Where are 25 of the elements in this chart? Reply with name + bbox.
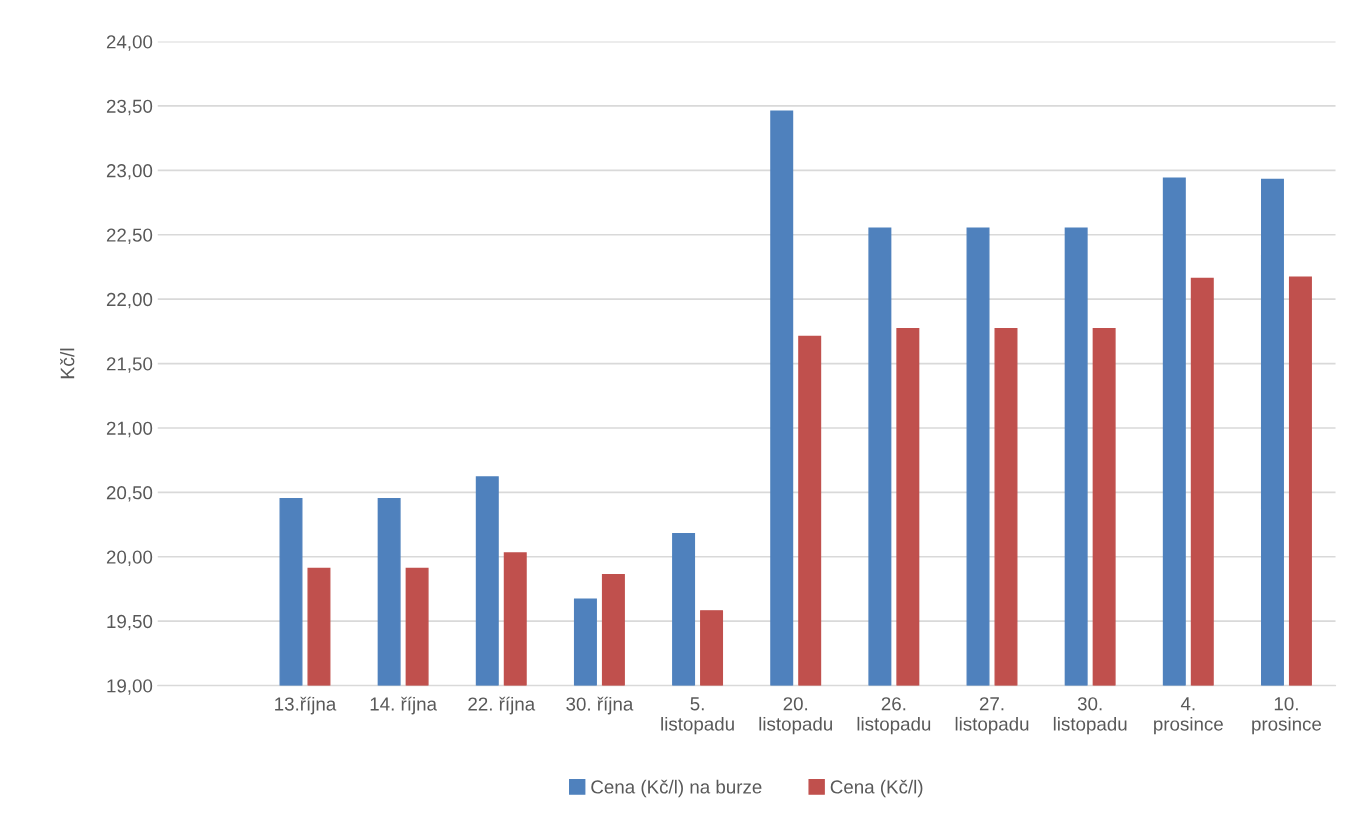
- y-axis-title: Kč/l: [60, 348, 75, 379]
- y-tick-label: 23,00: [106, 164, 153, 180]
- y-tick-label: 20,50: [106, 486, 153, 502]
- y-tick-label: 19,50: [107, 614, 153, 631]
- x-tick-label: 30. listopadu: [1053, 697, 1127, 735]
- y-tick-label: 19,00: [107, 679, 153, 695]
- y-tick-label: 23,50: [106, 99, 153, 116]
- x-tick-label: 26. listopadu: [857, 697, 931, 735]
- y-tick-label: 22,50: [106, 228, 153, 244]
- x-tick-label: 20. listopadu: [759, 697, 832, 735]
- y-tick-label: 21,50: [106, 357, 153, 373]
- y-tick-label: 20,00: [106, 550, 153, 566]
- x-tick-label: 13.října: [275, 696, 337, 715]
- y-tick-label: 22,00: [106, 292, 153, 309]
- x-tick-label: 10. prosince: [1252, 697, 1322, 735]
- y-tick-label: 24,00: [106, 35, 153, 51]
- legend-label: Cena (Kč/l): [830, 779, 923, 798]
- x-tick-label: 27. listopadu: [955, 697, 1029, 735]
- x-tick-label: 30. října: [566, 696, 634, 715]
- x-tick-label: 4. prosince: [1154, 697, 1223, 735]
- legend-label: Cena (Kč/l) na burze: [591, 779, 762, 798]
- x-tick-label: 5. listopadu: [661, 697, 734, 735]
- x-tick-label: 14. října: [370, 696, 437, 715]
- y-tick-label: 21,00: [106, 421, 153, 438]
- x-tick-label: 22. října: [468, 696, 536, 715]
